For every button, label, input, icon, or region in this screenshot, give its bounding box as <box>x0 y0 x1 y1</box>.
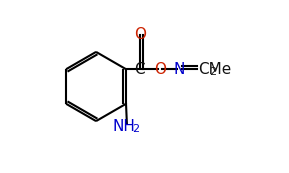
Text: NH: NH <box>113 119 136 134</box>
Text: 2: 2 <box>210 67 217 77</box>
Text: N: N <box>174 62 185 77</box>
Text: 2: 2 <box>133 124 140 134</box>
Text: O: O <box>154 62 166 77</box>
Text: O: O <box>134 27 146 42</box>
Text: C: C <box>135 62 145 77</box>
Text: CMe: CMe <box>198 62 231 77</box>
